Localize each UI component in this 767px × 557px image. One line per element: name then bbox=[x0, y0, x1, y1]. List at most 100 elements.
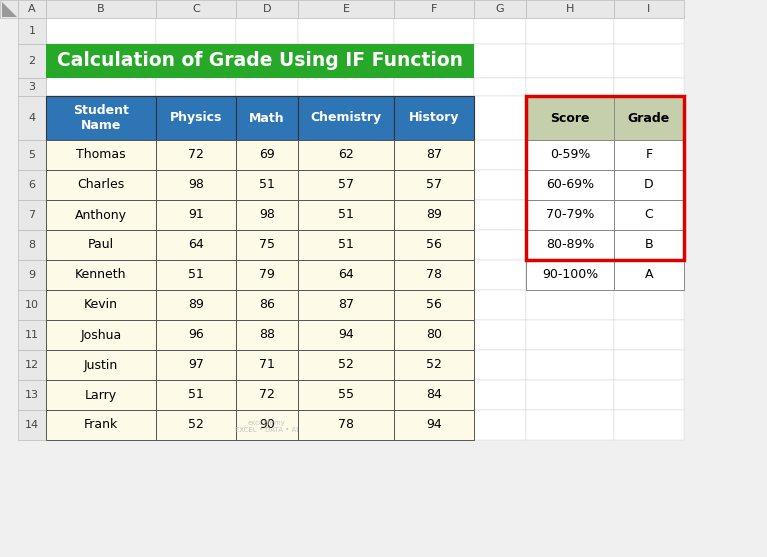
Text: Calculation of Grade Using IF Function: Calculation of Grade Using IF Function bbox=[57, 51, 463, 71]
Bar bbox=[614, 200, 684, 230]
Bar bbox=[614, 0, 684, 18]
Bar bbox=[394, 410, 474, 440]
Text: 12: 12 bbox=[25, 360, 39, 370]
Bar bbox=[614, 18, 684, 44]
Text: 6: 6 bbox=[28, 180, 35, 190]
Text: A: A bbox=[28, 4, 36, 14]
Bar bbox=[526, 230, 614, 260]
Bar bbox=[298, 44, 394, 78]
Bar bbox=[526, 260, 614, 290]
Bar bbox=[526, 96, 684, 260]
Bar bbox=[46, 290, 156, 320]
Bar bbox=[526, 140, 614, 170]
Bar bbox=[18, 410, 46, 440]
Bar bbox=[394, 380, 474, 410]
Bar bbox=[614, 410, 684, 440]
Text: 80: 80 bbox=[426, 329, 442, 341]
Text: Joshua: Joshua bbox=[81, 329, 122, 341]
Bar bbox=[236, 320, 298, 350]
Text: B: B bbox=[97, 4, 105, 14]
Bar bbox=[156, 18, 236, 44]
Bar bbox=[614, 44, 684, 78]
Bar bbox=[298, 380, 394, 410]
Bar bbox=[156, 260, 236, 290]
Bar bbox=[236, 350, 298, 380]
Text: A: A bbox=[645, 268, 653, 281]
Bar bbox=[236, 78, 298, 96]
Text: exceldemy
EXCEL • DATA • AI: exceldemy EXCEL • DATA • AI bbox=[235, 420, 298, 433]
Bar bbox=[46, 410, 156, 440]
Text: Grade: Grade bbox=[628, 111, 670, 125]
Bar bbox=[46, 140, 156, 170]
Text: 3: 3 bbox=[28, 82, 35, 92]
Text: 56: 56 bbox=[426, 238, 442, 252]
Bar bbox=[614, 78, 684, 96]
Text: Math: Math bbox=[249, 111, 285, 125]
Bar bbox=[46, 350, 156, 380]
Bar bbox=[236, 200, 298, 230]
Bar bbox=[156, 380, 236, 410]
Bar bbox=[156, 320, 236, 350]
Bar bbox=[46, 78, 156, 96]
Bar bbox=[298, 260, 394, 290]
Bar bbox=[474, 260, 526, 290]
Bar bbox=[526, 78, 614, 96]
Text: 51: 51 bbox=[188, 388, 204, 402]
Bar bbox=[236, 96, 298, 140]
Bar bbox=[394, 200, 474, 230]
Text: 87: 87 bbox=[426, 149, 442, 162]
Bar bbox=[46, 170, 156, 200]
Bar bbox=[474, 290, 526, 320]
Text: E: E bbox=[343, 4, 350, 14]
Text: 9: 9 bbox=[28, 270, 35, 280]
Bar bbox=[46, 320, 156, 350]
Text: F: F bbox=[431, 4, 437, 14]
Bar bbox=[474, 96, 526, 140]
Bar bbox=[614, 170, 684, 200]
Text: Paul: Paul bbox=[88, 238, 114, 252]
Bar bbox=[394, 44, 474, 78]
Bar bbox=[298, 140, 394, 170]
Bar bbox=[614, 230, 684, 260]
Text: 72: 72 bbox=[259, 388, 275, 402]
Bar bbox=[156, 200, 236, 230]
Bar bbox=[0, 0, 18, 18]
Bar bbox=[614, 350, 684, 380]
Bar bbox=[474, 78, 526, 96]
Text: Charles: Charles bbox=[77, 178, 124, 192]
Bar bbox=[46, 260, 156, 290]
Text: 64: 64 bbox=[338, 268, 354, 281]
Text: 84: 84 bbox=[426, 388, 442, 402]
Text: 94: 94 bbox=[338, 329, 354, 341]
Text: Chemistry: Chemistry bbox=[311, 111, 381, 125]
Text: 75: 75 bbox=[259, 238, 275, 252]
Text: 90-100%: 90-100% bbox=[542, 268, 598, 281]
Bar bbox=[156, 78, 236, 96]
Bar bbox=[156, 290, 236, 320]
Bar bbox=[18, 320, 46, 350]
Bar bbox=[298, 320, 394, 350]
Bar bbox=[614, 200, 684, 230]
Text: 62: 62 bbox=[338, 149, 354, 162]
Text: 57: 57 bbox=[338, 178, 354, 192]
Bar bbox=[474, 410, 526, 440]
Bar bbox=[18, 0, 46, 18]
Bar bbox=[156, 410, 236, 440]
Bar bbox=[394, 140, 474, 170]
Bar bbox=[526, 290, 614, 320]
Bar bbox=[474, 200, 526, 230]
Bar bbox=[156, 140, 236, 170]
Bar bbox=[46, 96, 156, 140]
Bar bbox=[526, 170, 614, 200]
Text: 78: 78 bbox=[338, 418, 354, 432]
Text: 51: 51 bbox=[188, 268, 204, 281]
Bar bbox=[236, 260, 298, 290]
Bar bbox=[394, 96, 474, 140]
Text: 11: 11 bbox=[25, 330, 39, 340]
Text: G: G bbox=[495, 4, 505, 14]
Bar bbox=[298, 170, 394, 200]
Text: 14: 14 bbox=[25, 420, 39, 430]
Bar bbox=[614, 260, 684, 290]
Bar bbox=[526, 44, 614, 78]
Bar bbox=[46, 140, 156, 170]
